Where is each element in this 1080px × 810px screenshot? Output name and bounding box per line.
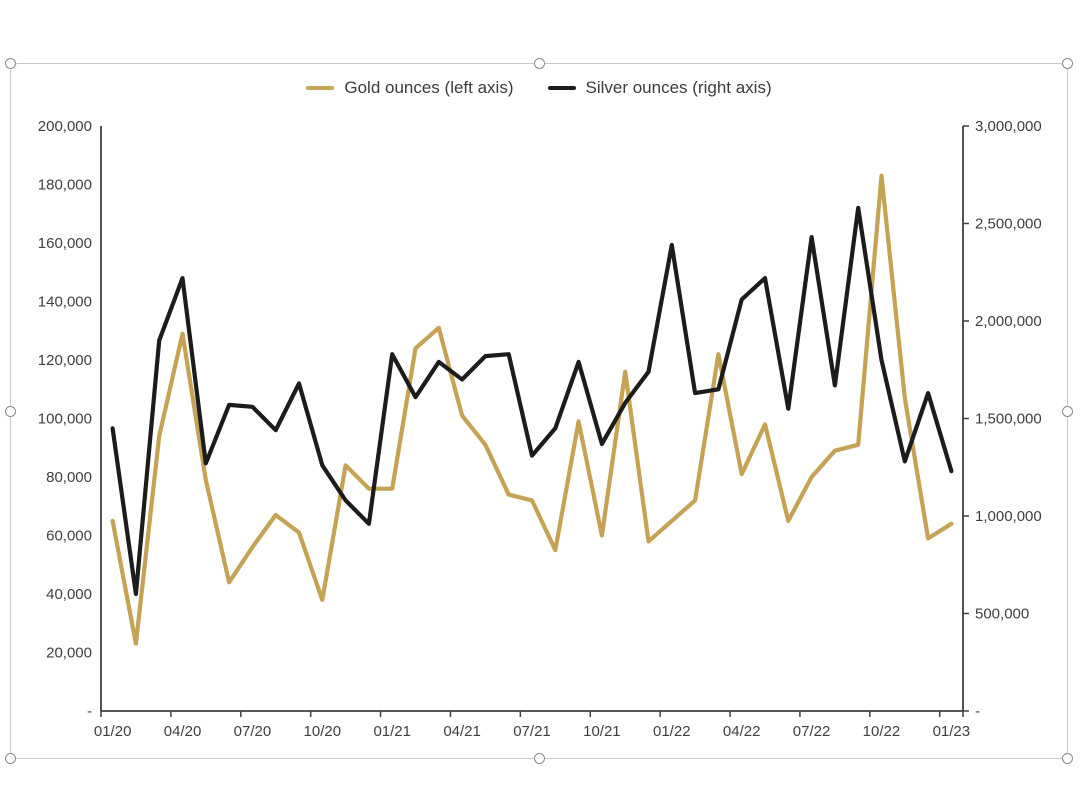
right-axis-tick-label: 500,000 [975,606,1029,623]
silver-line-swatch [547,86,576,90]
right-axis-tick-label: 3,000,000 [975,118,1042,135]
chart-legend: Gold ounces (left axis) Silver ounces (r… [11,78,1067,98]
x-axis-tick-label: 04/22 [723,723,761,740]
selection-handle-right-middle[interactable] [1062,406,1073,417]
x-axis-tick-label: 04/21 [443,723,481,740]
x-axis-tick-label: 07/21 [513,723,551,740]
x-axis-tick-label: 01/22 [653,723,691,740]
x-axis-tick-label: 01/20 [94,723,132,740]
x-axis-tick-label: 07/20 [234,723,272,740]
selection-handle-bottom-right[interactable] [1062,753,1073,764]
x-axis-tick-label: 07/22 [793,723,831,740]
left-axis-tick-label: 120,000 [38,352,92,369]
selection-handle-bottom-middle[interactable] [534,753,545,764]
selection-handle-top-middle[interactable] [534,58,545,69]
left-axis-tick-label: 60,000 [46,528,92,545]
x-axis-tick-label: 10/20 [304,723,342,740]
legend-label-gold: Gold ounces (left axis) [344,78,514,97]
selection-handle-top-right[interactable] [1062,58,1073,69]
left-axis-tick-label: - [87,703,92,720]
silver-series-line[interactable] [110,205,954,597]
x-axis-tick-label: 01/21 [373,723,411,740]
right-axis-tick-label: - [975,703,980,720]
left-axis-tick-label: 160,000 [38,235,92,252]
gold-series-line[interactable] [110,173,954,646]
left-axis-tick-label: 180,000 [38,177,92,194]
x-axis-tick-label: 01/23 [933,723,971,740]
left-axis-tick-label: 40,000 [46,586,92,603]
x-axis-tick-label: 04/20 [164,723,202,740]
left-axis-tick-label: 140,000 [38,294,92,311]
gold-line-swatch [306,86,335,90]
x-axis-tick-label: 10/21 [583,723,621,740]
selection-handle-left-middle[interactable] [5,406,16,417]
right-axis-tick-label: 1,500,000 [975,411,1042,428]
right-axis-tick-label: 2,500,000 [975,216,1042,233]
left-axis-tick-label: 20,000 [46,645,92,662]
right-axis-tick-label: 2,000,000 [975,313,1042,330]
left-axis-tick-label: 80,000 [46,469,92,486]
chart-object[interactable]: Gold ounces (left axis) Silver ounces (r… [5,58,1073,764]
legend-label-silver: Silver ounces (right axis) [585,78,772,97]
right-axis-tick-label: 1,000,000 [975,508,1042,525]
left-axis-tick-label: 200,000 [38,118,92,135]
selection-handle-top-left[interactable] [5,58,16,69]
legend-item-gold[interactable]: Gold ounces (left axis) [306,78,514,98]
left-axis-tick-label: 100,000 [38,411,92,428]
selection-handle-bottom-left[interactable] [5,753,16,764]
x-axis-tick-label: 10/22 [863,723,901,740]
chart-plot-area: 200,000 180,000 160,000 140,000 120,000 100,0… [38,118,1042,740]
legend-item-silver[interactable]: Silver ounces (right axis) [547,78,772,98]
